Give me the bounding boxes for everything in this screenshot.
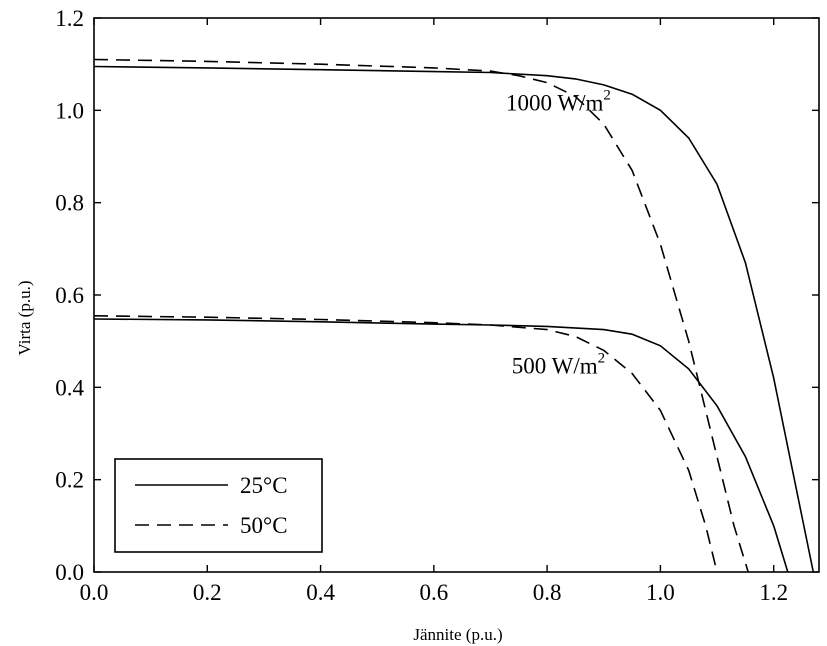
y-tick-label: 0.2 (55, 468, 84, 493)
legend: 25°C 50°C (114, 458, 323, 553)
series-line-50c-500 (93, 315, 718, 573)
x-tick-label: 0.6 (419, 580, 448, 605)
x-tick-label: 0.4 (306, 580, 335, 605)
axes-layer: 0.0 0.2 0.4 0.6 0.8 1.0 1.2 0.0 0.2 0.4 0.6 0.8 1.0 1… (55, 6, 820, 605)
y-tick-label: 0.6 (55, 283, 84, 308)
y-axis-label: Virta (p.u.) (15, 281, 34, 356)
irradiance-annotation-500: 500 W/m2 (512, 350, 605, 378)
x-axis-label: Jännite (p.u.) (413, 625, 502, 644)
series-line-25c-500 (93, 318, 789, 573)
series-line-25c-1000 (93, 65, 815, 573)
irradiance-annotation-1000: 1000 W/m2 (506, 87, 611, 115)
legend-label: 50°C (240, 513, 288, 538)
annotation-superscript: 2 (598, 350, 606, 366)
y-tick-label: 0.4 (55, 375, 84, 400)
y-tick-label: 1.0 (55, 98, 84, 123)
annotation-superscript: 2 (603, 87, 611, 103)
x-tick-label: 0.8 (533, 580, 562, 605)
curves-layer (93, 58, 815, 573)
legend-box (114, 458, 323, 553)
x-tick-label: 0.2 (193, 580, 222, 605)
y-tick-label: 0.8 (55, 191, 84, 216)
x-tick-label: 1.2 (759, 580, 788, 605)
x-tick-label: 1.0 (646, 580, 675, 605)
x-tick-label: 0.0 (80, 580, 109, 605)
series-line-50c-1000 (93, 58, 749, 573)
annotations-layer: 1000 W/m2 500 W/m2 (506, 87, 611, 378)
y-tick-label: 1.2 (55, 6, 84, 31)
legend-label: 25°C (240, 473, 288, 498)
y-tick-label: 0.0 (55, 560, 84, 585)
